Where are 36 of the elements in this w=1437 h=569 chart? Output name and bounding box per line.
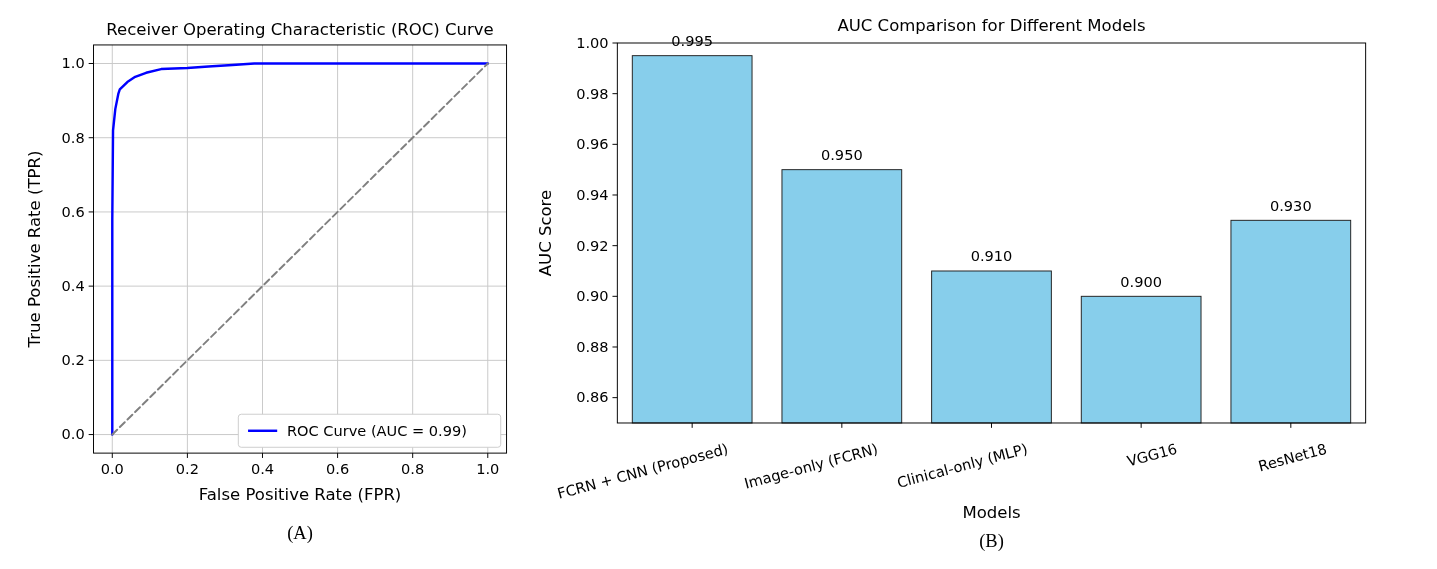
x-axis-title: False Positive Rate (FPR): [198, 484, 402, 504]
y-tick-label: 0.86: [576, 388, 609, 406]
y-tick-label: 1.0: [61, 54, 85, 72]
y-tick-label: 0.98: [576, 84, 609, 102]
y-tick-label: 0.4: [61, 276, 85, 294]
data-label: 0.910: [970, 247, 1013, 265]
y-tick-label: 0.90: [576, 287, 609, 305]
x-tick-label: 0.2: [175, 460, 199, 478]
text: (A): [287, 522, 313, 544]
data-label: 0.995: [671, 31, 714, 49]
y-tick-label: 0.0: [61, 425, 85, 443]
line-series: [111, 62, 489, 436]
x-tick-label: 0.8: [401, 460, 425, 478]
x-tick-label: VGG16: [1125, 439, 1179, 470]
y-tick-label: 0.96: [576, 135, 609, 153]
data-label: 0.900: [1120, 272, 1163, 290]
y-tick-label: 0.2: [61, 351, 85, 369]
chart-title: AUC Comparison for Different Models: [837, 16, 1146, 36]
y-tick-label: 0.6: [61, 202, 85, 220]
legend-label: ROC Curve (AUC = 0.99): [286, 421, 467, 439]
y-tick-label: 0.94: [576, 185, 609, 203]
x-tick-label: 0.4: [250, 460, 275, 478]
chart-title: Receiver Operating Characteristic (ROC) Curve: [106, 20, 494, 40]
y-tick-label: 0.88: [576, 337, 609, 355]
text: (B): [979, 531, 1004, 553]
x-tick-label: 0.6: [326, 460, 350, 478]
x-tick-label: 1.0: [476, 460, 500, 478]
x-tick-label: 0.0: [100, 460, 124, 478]
y-tick-label: 1.00: [576, 33, 609, 51]
x-axis-title: Models: [962, 503, 1021, 523]
y-tick-label: 0.8: [61, 128, 85, 146]
y-axis-title: True Positive Rate (TPR): [25, 150, 45, 349]
data-label: 0.930: [1269, 196, 1312, 214]
y-axis-title: AUC Score: [536, 189, 556, 277]
y-tick-label: 0.92: [576, 236, 609, 254]
data-label: 0.950: [820, 145, 863, 163]
